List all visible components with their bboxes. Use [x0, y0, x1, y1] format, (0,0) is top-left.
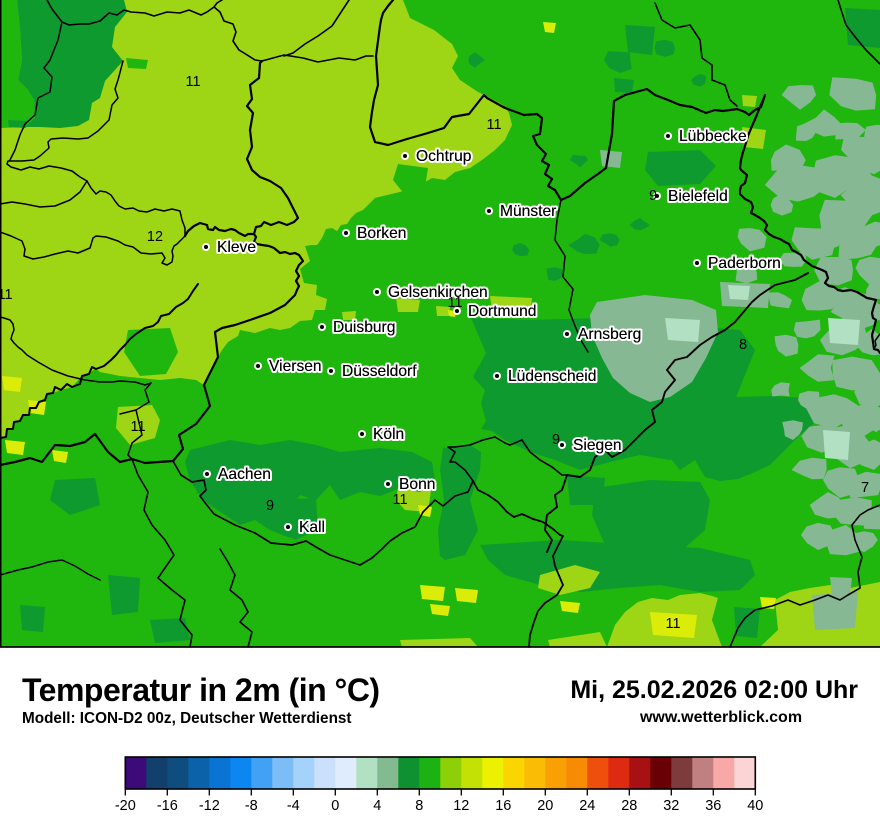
svg-text:Lüdenscheid: Lüdenscheid — [508, 368, 596, 385]
svg-text:-8: -8 — [245, 798, 258, 814]
svg-text:16: 16 — [495, 798, 511, 814]
svg-text:Borken: Borken — [357, 225, 406, 242]
svg-text:Kall: Kall — [299, 519, 325, 536]
svg-text:Ochtrup: Ochtrup — [416, 148, 472, 165]
svg-text:-4: -4 — [287, 798, 300, 814]
svg-text:Düsseldorf: Düsseldorf — [342, 363, 417, 380]
svg-text:Lübbecke: Lübbecke — [679, 128, 747, 145]
svg-text:9: 9 — [649, 188, 657, 204]
svg-text:Köln: Köln — [373, 426, 404, 443]
svg-text:Bielefeld: Bielefeld — [668, 188, 728, 205]
svg-text:Bielefeld: Bielefeld — [668, 188, 728, 205]
svg-text:9: 9 — [266, 498, 274, 514]
svg-text:Kleve: Kleve — [217, 239, 256, 256]
svg-text:Lübbecke: Lübbecke — [679, 128, 747, 145]
svg-text:11: 11 — [0, 287, 13, 303]
svg-text:Siegen: Siegen — [573, 437, 622, 454]
svg-text:28: 28 — [621, 798, 637, 814]
svg-text:11: 11 — [392, 492, 407, 508]
svg-text:24: 24 — [579, 798, 595, 814]
svg-text:Arnsberg: Arnsberg — [578, 326, 641, 343]
svg-text:-12: -12 — [199, 798, 220, 814]
svg-text:7: 7 — [861, 480, 869, 496]
svg-text:12: 12 — [453, 798, 469, 814]
svg-text:11: 11 — [665, 616, 680, 632]
svg-text:Bonn: Bonn — [399, 476, 435, 493]
svg-text:11: 11 — [447, 295, 462, 311]
svg-text:Gelsenkirchen: Gelsenkirchen — [388, 284, 488, 301]
svg-text:Paderborn: Paderborn — [708, 255, 781, 272]
svg-text:Viersen: Viersen — [269, 358, 322, 375]
svg-text:Kall: Kall — [299, 519, 325, 536]
svg-text:Bonn: Bonn — [399, 476, 435, 493]
svg-text:8: 8 — [739, 337, 747, 353]
svg-text:Duisburg: Duisburg — [333, 319, 395, 336]
svg-text:12: 12 — [147, 229, 163, 245]
svg-text:36: 36 — [705, 798, 721, 814]
svg-text:Ochtrup: Ochtrup — [416, 148, 472, 165]
svg-text:11: 11 — [130, 419, 145, 435]
svg-text:Aachen: Aachen — [218, 466, 271, 483]
svg-text:11: 11 — [486, 117, 501, 133]
svg-text:40: 40 — [747, 798, 763, 814]
svg-text:Viersen: Viersen — [269, 358, 322, 375]
svg-text:Lüdenscheid: Lüdenscheid — [508, 368, 596, 385]
svg-text:11: 11 — [185, 74, 200, 90]
svg-text:Dortmund: Dortmund — [468, 303, 536, 320]
svg-text:Münster: Münster — [500, 203, 556, 220]
svg-text:Gelsenkirchen: Gelsenkirchen — [388, 284, 488, 301]
svg-text:Borken: Borken — [357, 225, 406, 242]
svg-text:20: 20 — [537, 798, 553, 814]
svg-text:-16: -16 — [157, 798, 178, 814]
svg-text:Münster: Münster — [500, 203, 556, 220]
svg-text:4: 4 — [373, 798, 381, 814]
svg-text:Kleve: Kleve — [217, 239, 256, 256]
svg-text:9: 9 — [552, 432, 560, 448]
svg-text:Siegen: Siegen — [573, 437, 622, 454]
svg-text:Paderborn: Paderborn — [708, 255, 781, 272]
svg-text:8: 8 — [415, 798, 423, 814]
svg-text:Duisburg: Duisburg — [333, 319, 395, 336]
svg-text:Aachen: Aachen — [218, 466, 271, 483]
svg-text:Köln: Köln — [373, 426, 404, 443]
svg-text:Arnsberg: Arnsberg — [578, 326, 641, 343]
svg-text:0: 0 — [331, 798, 339, 814]
svg-text:Dortmund: Dortmund — [468, 303, 536, 320]
svg-text:-20: -20 — [115, 798, 136, 814]
svg-text:Düsseldorf: Düsseldorf — [342, 363, 417, 380]
svg-text:32: 32 — [663, 798, 679, 814]
